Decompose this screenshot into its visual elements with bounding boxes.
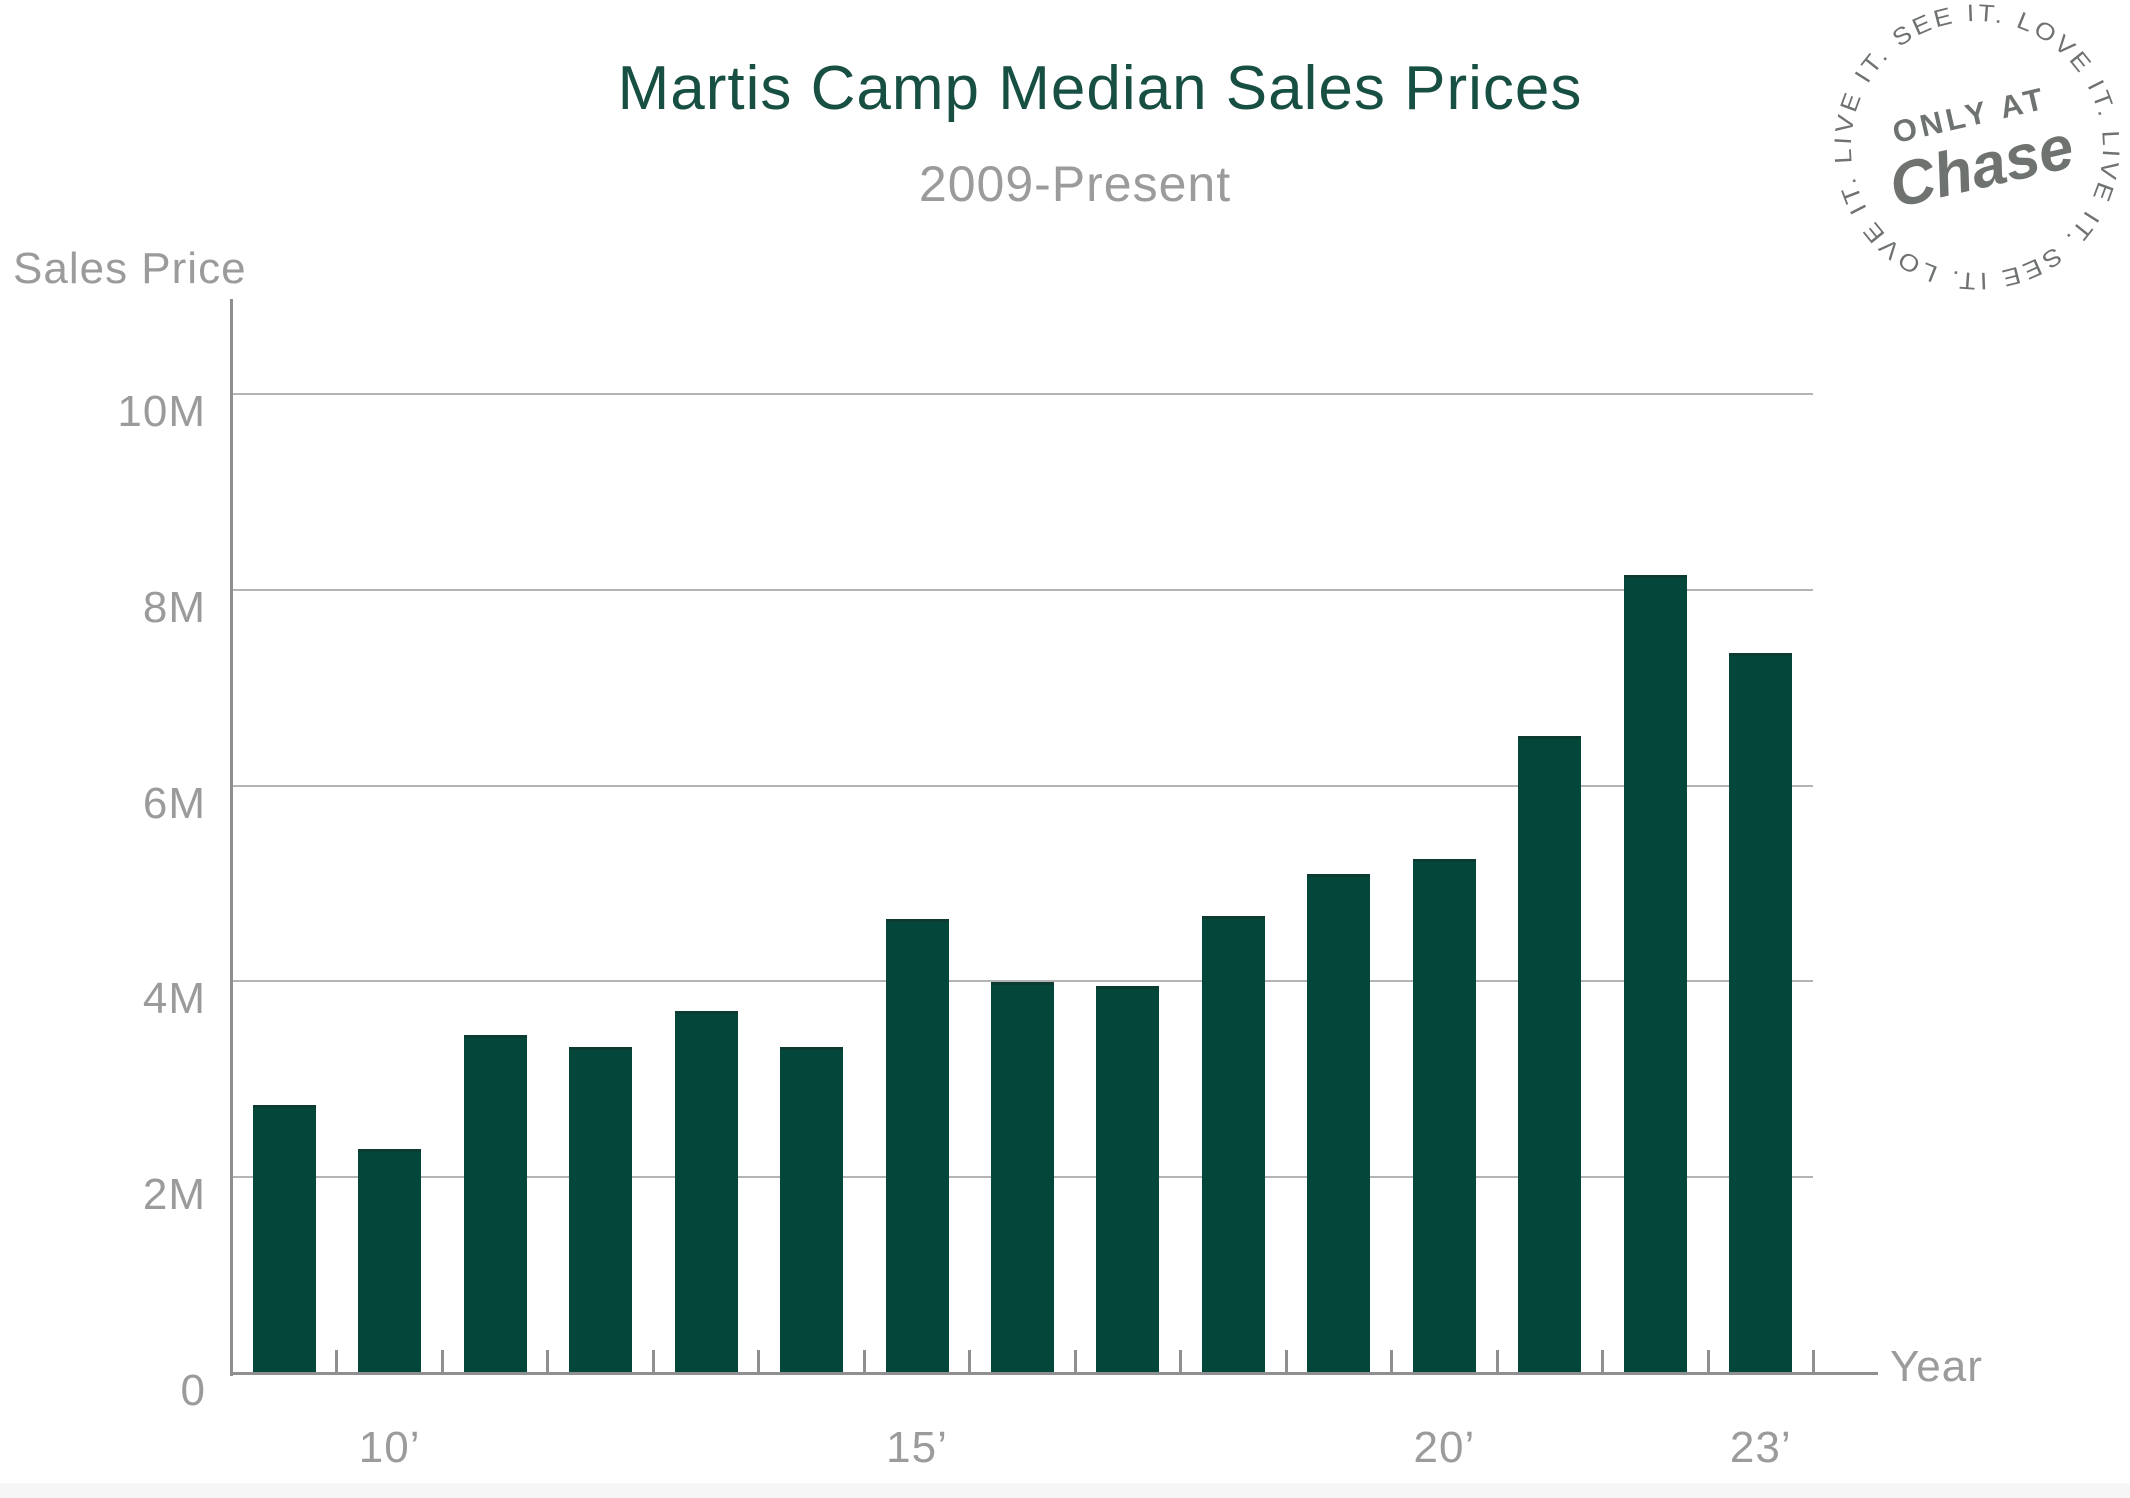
x-tick bbox=[1073, 1350, 1077, 1373]
chase-badge-logo: SEE IT. LOVE IT. LIVE IT. SEE IT. LOVE I… bbox=[1827, 0, 2127, 297]
x-axis-title: Year bbox=[1890, 1342, 1983, 1391]
bar-2011 bbox=[463, 1035, 527, 1373]
gridline-6m bbox=[233, 784, 1813, 787]
x-tick bbox=[440, 1350, 444, 1373]
y-tick-label-8M: 8M bbox=[142, 582, 206, 632]
bar-2013 bbox=[674, 1010, 738, 1373]
bar-2020 bbox=[1412, 859, 1476, 1373]
y-axis-title: Sales Price bbox=[13, 244, 247, 293]
x-tick bbox=[1601, 1350, 1605, 1373]
x-tick bbox=[1390, 1350, 1394, 1373]
x-tick bbox=[651, 1350, 655, 1373]
page-subtitle: 2009-Present bbox=[918, 156, 1232, 212]
bar-2009 bbox=[252, 1104, 316, 1373]
x-axis-line bbox=[230, 1372, 1878, 1375]
bar-2019 bbox=[1307, 873, 1371, 1373]
y-tick-label-0: 0 bbox=[180, 1366, 206, 1415]
x-tick bbox=[862, 1350, 866, 1373]
bar-2014 bbox=[780, 1046, 844, 1373]
y-axis-line bbox=[230, 299, 233, 1376]
x-tick bbox=[335, 1350, 339, 1373]
x-tick bbox=[1284, 1350, 1288, 1373]
bar-2015 bbox=[885, 918, 949, 1373]
x-tick-label-2010: 10’ bbox=[358, 1423, 421, 1472]
x-tick bbox=[546, 1350, 550, 1373]
y-tick-label-2M: 2M bbox=[142, 1170, 206, 1220]
x-tick bbox=[757, 1350, 761, 1373]
bar-2012 bbox=[569, 1046, 633, 1373]
x-tick bbox=[1179, 1350, 1183, 1373]
x-tick bbox=[1706, 1350, 1710, 1373]
y-tick-label-6M: 6M bbox=[142, 778, 206, 828]
x-tick bbox=[1811, 1350, 1815, 1373]
x-tick-label-2020: 20’ bbox=[1413, 1423, 1476, 1472]
bar-2022 bbox=[1623, 575, 1687, 1373]
bar-2017 bbox=[1096, 986, 1160, 1373]
gridline-4m bbox=[233, 980, 1813, 983]
footer-strip bbox=[0, 1483, 2130, 1498]
x-tick bbox=[968, 1350, 972, 1373]
bar-2023 bbox=[1729, 653, 1793, 1373]
y-tick-label-10M: 10M bbox=[117, 387, 206, 436]
gridline-8m bbox=[233, 588, 1813, 591]
page-title: Martis Camp Median Sales Prices bbox=[617, 54, 1583, 123]
bar-2021 bbox=[1518, 735, 1582, 1373]
bar-2010 bbox=[358, 1148, 422, 1373]
bar-2016 bbox=[990, 982, 1054, 1373]
x-tick bbox=[1495, 1350, 1499, 1373]
bar-2018 bbox=[1201, 915, 1265, 1373]
x-tick-label-2015: 15’ bbox=[886, 1423, 948, 1472]
x-tick-label-2023: 23’ bbox=[1729, 1423, 1792, 1472]
y-tick-label-4M: 4M bbox=[142, 974, 206, 1024]
gridline-10m bbox=[233, 393, 1813, 395]
